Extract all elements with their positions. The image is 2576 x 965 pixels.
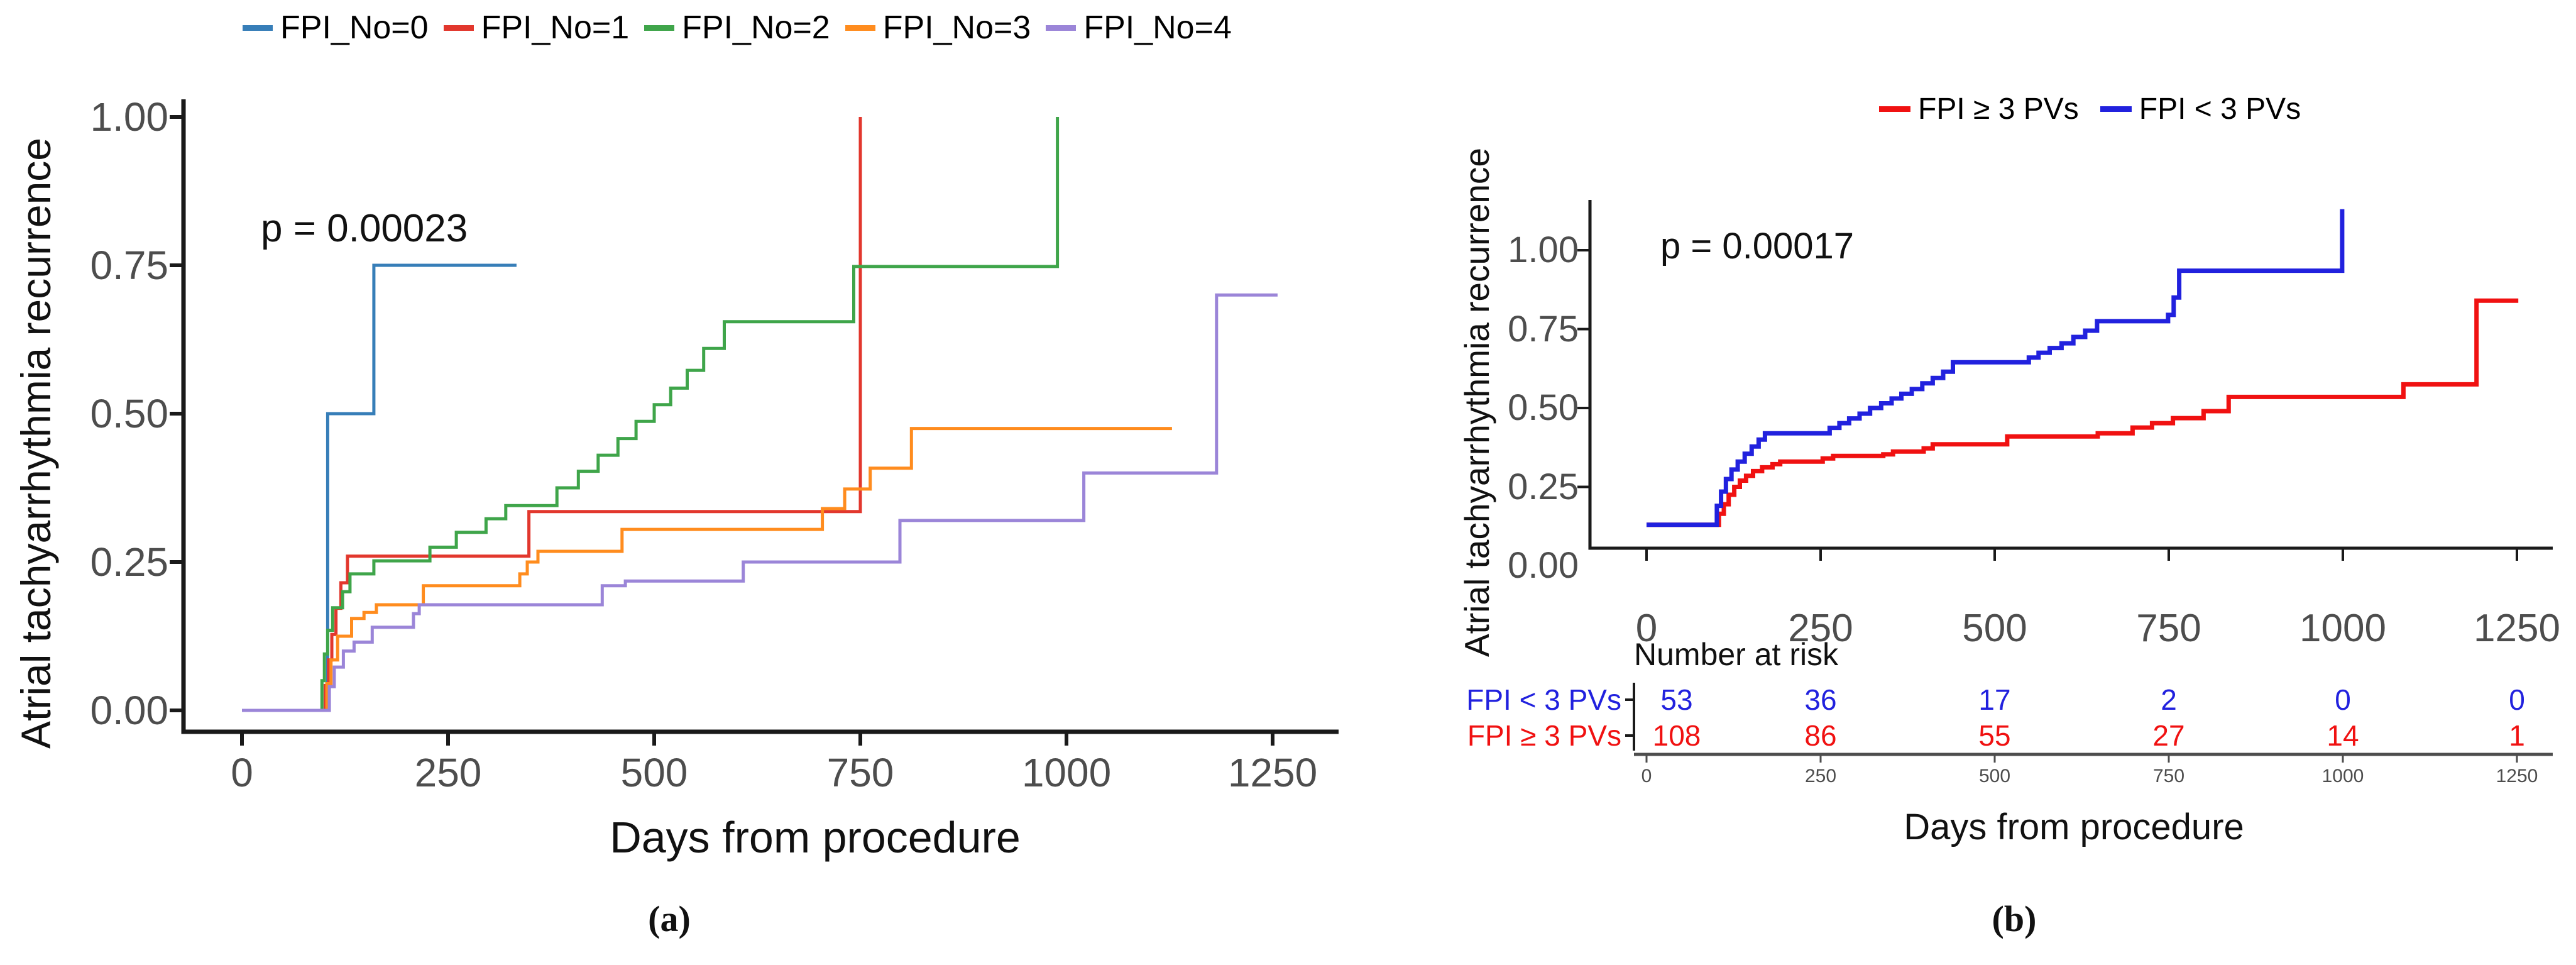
axis-line — [1588, 200, 2553, 550]
risk-value: 108 — [1652, 719, 1701, 752]
y-tick-label: 1.00 — [90, 94, 168, 140]
x-tick-label: 500 — [620, 750, 688, 795]
legend-label: FPI < 3 PVs — [2139, 92, 2301, 126]
risk-value: 14 — [2327, 719, 2359, 752]
risk-mini-tick-label: 750 — [2152, 766, 2185, 786]
legend-color-dash-icon — [2100, 106, 2132, 112]
panel-a-p-value: p = 0.00023 — [261, 207, 468, 250]
x-tick-label: 0 — [231, 750, 253, 795]
risk-value: 2 — [2161, 683, 2177, 716]
risk-mini-tick-label: 0 — [1641, 766, 1652, 786]
y-tick-label: 0.50 — [1508, 387, 1579, 429]
legend-color-dash-icon — [845, 25, 875, 31]
legend-label: FPI_No=0 — [280, 9, 429, 46]
panel-b-caption: (b) — [1992, 898, 2037, 939]
risk-value: 27 — [2152, 719, 2185, 752]
risk-mini-tick-label: 500 — [1978, 766, 2011, 786]
legend-label: FPI_No=1 — [481, 9, 630, 46]
legend-item-FPI-3-PVs: FPI < 3 PVs — [2100, 92, 2301, 126]
risk-value: 17 — [1978, 683, 2011, 716]
x-tick-label: 250 — [1788, 607, 1853, 650]
legend-color-dash-icon — [1879, 106, 1910, 112]
x-tick-label: 1000 — [2299, 607, 2386, 650]
x-tick-label: 250 — [414, 750, 482, 795]
risk-row-label: FPI ≥ 3 PVs — [1467, 719, 1621, 752]
axis-line — [181, 99, 1339, 734]
legend-item-FPI-No-3: FPI_No=3 — [845, 9, 1031, 47]
y-tick-label: 0.75 — [90, 242, 168, 288]
x-tick-label: 750 — [2136, 607, 2201, 650]
legend-color-dash-icon — [243, 25, 273, 31]
risk-value: 55 — [1978, 719, 2011, 752]
risk-table-title: Number at risk — [1634, 637, 1839, 672]
legend-color-dash-icon — [1046, 25, 1077, 31]
panel-a-caption: (a) — [648, 898, 691, 939]
legend-item-FPI-No-4: FPI_No=4 — [1046, 9, 1232, 47]
legend-color-dash-icon — [443, 25, 474, 31]
km-curve-FPI-No-2 — [242, 117, 1060, 712]
risk-value: 36 — [1804, 683, 1837, 716]
y-tick-label: 0.00 — [1508, 545, 1579, 587]
panel-a-legend: FPI_No=0 FPI_No=1 FPI_No=2 FPI_No=3 FPI_No=4 — [243, 9, 1232, 47]
legend-color-dash-icon — [644, 25, 675, 31]
risk-mini-tick-label: 1000 — [2321, 766, 2364, 786]
x-tick-label: 500 — [1962, 607, 2027, 650]
risk-value: 86 — [1804, 719, 1837, 752]
panel-a-x-axis-title: Days from procedure — [610, 813, 1021, 862]
risk-mini-tick-label: 1250 — [2496, 766, 2538, 786]
y-tick-label: 1.00 — [1508, 229, 1579, 271]
legend-item-FPI-3-PVs: FPI ≥ 3 PVs — [1879, 92, 2079, 126]
y-tick-label: 0.00 — [90, 687, 168, 733]
x-tick-label: 750 — [826, 750, 894, 795]
legend-label: FPI_No=4 — [1083, 9, 1232, 46]
risk-value: 0 — [2509, 683, 2525, 716]
km-curve-FPI-No-0 — [242, 263, 517, 712]
risk-mini-tick-label: 250 — [1804, 766, 1837, 786]
y-tick-label: 0.25 — [1508, 466, 1579, 507]
panel-b-legend: FPI ≥ 3 PVs FPI < 3 PVs — [1879, 92, 2301, 126]
legend-label: FPI ≥ 3 PVs — [1918, 92, 2079, 126]
legend-item-FPI-No-2: FPI_No=2 — [644, 9, 830, 47]
legend-label: FPI_No=2 — [682, 9, 830, 46]
km-curve-FPI-No-4 — [242, 293, 1278, 712]
risk-row-label: FPI < 3 PVs — [1466, 683, 1621, 716]
x-tick-label: 1000 — [1021, 750, 1112, 795]
y-tick-label: 0.25 — [90, 539, 168, 585]
panel-b-x-axis-title: Days from procedure — [1904, 807, 2244, 847]
y-tick-label: 0.75 — [1508, 308, 1579, 350]
legend-item-FPI-No-0: FPI_No=0 — [243, 9, 429, 47]
km-curve-FPI-3-PVs — [1647, 298, 2519, 527]
legend-item-FPI-No-1: FPI_No=1 — [443, 9, 630, 47]
risk-value: 1 — [2509, 719, 2525, 752]
legend-label: FPI_No=3 — [882, 9, 1031, 46]
risk-value: 0 — [2335, 683, 2351, 716]
km-curve-FPI-No-3 — [242, 427, 1172, 712]
panel-b-p-value: p = 0.00017 — [1660, 226, 1855, 267]
risk-value: 53 — [1660, 683, 1693, 716]
x-tick-label: 1250 — [1227, 750, 1318, 795]
km-curve-FPI-3-PVs — [1647, 209, 2345, 527]
y-tick-label: 0.50 — [90, 390, 168, 436]
x-tick-label: 1250 — [2474, 607, 2560, 650]
x-tick-label: 0 — [1635, 607, 1658, 650]
